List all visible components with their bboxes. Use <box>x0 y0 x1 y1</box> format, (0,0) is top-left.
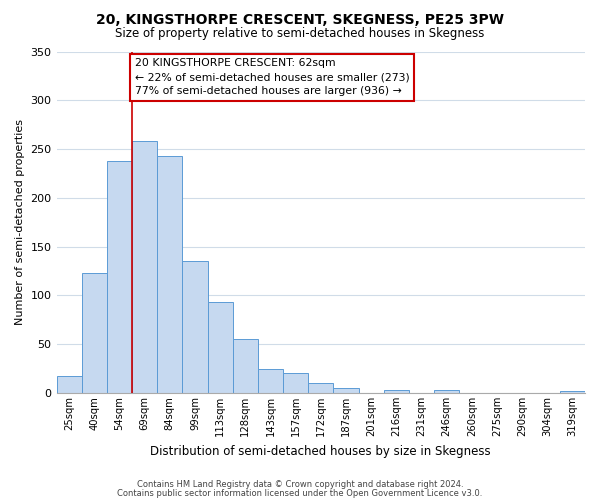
Bar <box>182 262 208 393</box>
Text: Contains HM Land Registry data © Crown copyright and database right 2024.: Contains HM Land Registry data © Crown c… <box>137 480 463 489</box>
Text: 20, KINGSTHORPE CRESCENT, SKEGNESS, PE25 3PW: 20, KINGSTHORPE CRESCENT, SKEGNESS, PE25… <box>96 12 504 26</box>
Bar <box>107 161 132 393</box>
Text: 20 KINGSTHORPE CRESCENT: 62sqm
← 22% of semi-detached houses are smaller (273)
7: 20 KINGSTHORPE CRESCENT: 62sqm ← 22% of … <box>134 58 409 96</box>
Bar <box>434 390 459 393</box>
Bar <box>258 368 283 393</box>
Text: Size of property relative to semi-detached houses in Skegness: Size of property relative to semi-detach… <box>115 28 485 40</box>
Bar <box>334 388 359 393</box>
Bar <box>208 302 233 393</box>
Bar <box>157 156 182 393</box>
Y-axis label: Number of semi-detached properties: Number of semi-detached properties <box>15 120 25 326</box>
Bar <box>56 376 82 393</box>
Text: Contains public sector information licensed under the Open Government Licence v3: Contains public sector information licen… <box>118 489 482 498</box>
Bar <box>132 142 157 393</box>
Bar <box>383 390 409 393</box>
Bar <box>82 273 107 393</box>
Bar <box>308 384 334 393</box>
Bar <box>233 340 258 393</box>
X-axis label: Distribution of semi-detached houses by size in Skegness: Distribution of semi-detached houses by … <box>151 444 491 458</box>
Bar <box>560 391 585 393</box>
Bar <box>283 374 308 393</box>
